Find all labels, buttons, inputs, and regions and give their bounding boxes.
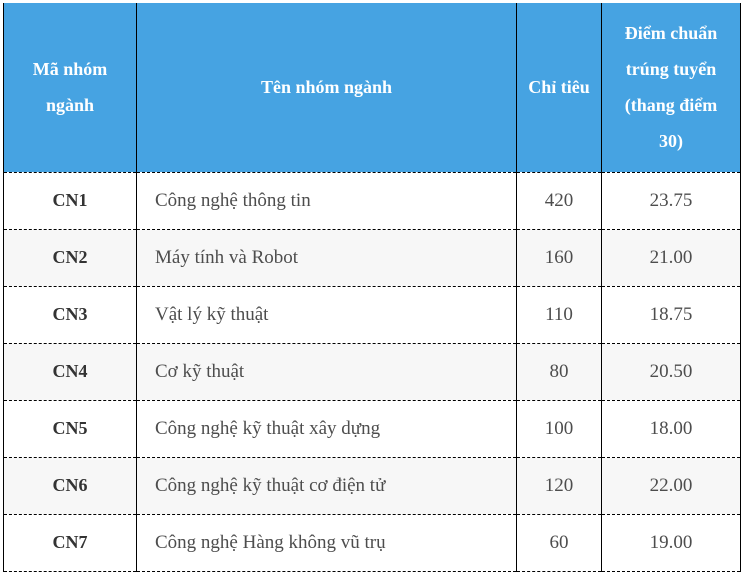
cell-score: 18.75 (601, 286, 741, 344)
cell-group-name: Vật lý kỹ thuật (136, 286, 517, 344)
cell-score: 21.00 (601, 229, 741, 287)
cell-group-name: Công nghệ kỹ thuật xây dựng (136, 400, 517, 458)
cell-quota: 420 (516, 172, 602, 230)
table-row: CN3 Vật lý kỹ thuật 110 18.75 (3, 286, 741, 344)
cell-score: 20.50 (601, 343, 741, 401)
cell-group-code: CN3 (3, 286, 137, 344)
column-header-score: Điểm chuẩn trúng tuyển (thang điểm 30) (601, 3, 741, 173)
column-header-group-name: Tên nhóm ngành (136, 3, 517, 173)
cell-score: 23.75 (601, 172, 741, 230)
cell-group-name: Cơ kỹ thuật (136, 343, 517, 401)
cell-score: 18.00 (601, 400, 741, 458)
cell-group-code: CN5 (3, 400, 137, 458)
cell-score: 19.00 (601, 514, 741, 572)
cell-quota: 110 (516, 286, 602, 344)
cell-quota: 120 (516, 457, 602, 515)
table-body: CN1 Công nghệ thông tin 420 23.75 CN2 Má… (3, 172, 741, 572)
cell-group-code: CN1 (3, 172, 137, 230)
admission-score-table-container: Mã nhóm ngành Tên nhóm ngành Chỉ tiêu Đi… (3, 3, 741, 572)
cell-group-name: Công nghệ thông tin (136, 172, 517, 230)
cell-group-code: CN7 (3, 514, 137, 572)
cell-group-name: Công nghệ kỹ thuật cơ điện tử (136, 457, 517, 515)
admission-score-table: Mã nhóm ngành Tên nhóm ngành Chỉ tiêu Đi… (3, 3, 741, 572)
cell-quota: 100 (516, 400, 602, 458)
cell-group-name: Máy tính và Robot (136, 229, 517, 287)
header-row: Mã nhóm ngành Tên nhóm ngành Chỉ tiêu Đi… (3, 3, 741, 173)
column-header-group-code: Mã nhóm ngành (3, 3, 137, 173)
cell-quota: 160 (516, 229, 602, 287)
table-row: CN2 Máy tính và Robot 160 21.00 (3, 229, 741, 287)
cell-score: 22.00 (601, 457, 741, 515)
cell-group-code: CN2 (3, 229, 137, 287)
cell-quota: 80 (516, 343, 602, 401)
table-row: CN5 Công nghệ kỹ thuật xây dựng 100 18.0… (3, 400, 741, 458)
cell-group-code: CN4 (3, 343, 137, 401)
table-row: CN1 Công nghệ thông tin 420 23.75 (3, 172, 741, 230)
column-header-quota: Chỉ tiêu (516, 3, 602, 173)
cell-group-name: Công nghệ Hàng không vũ trụ (136, 514, 517, 572)
table-header: Mã nhóm ngành Tên nhóm ngành Chỉ tiêu Đi… (3, 3, 741, 173)
cell-quota: 60 (516, 514, 602, 572)
table-row: CN6 Công nghệ kỹ thuật cơ điện tử 120 22… (3, 457, 741, 515)
table-row: CN4 Cơ kỹ thuật 80 20.50 (3, 343, 741, 401)
table-row: CN7 Công nghệ Hàng không vũ trụ 60 19.00 (3, 514, 741, 572)
cell-group-code: CN6 (3, 457, 137, 515)
